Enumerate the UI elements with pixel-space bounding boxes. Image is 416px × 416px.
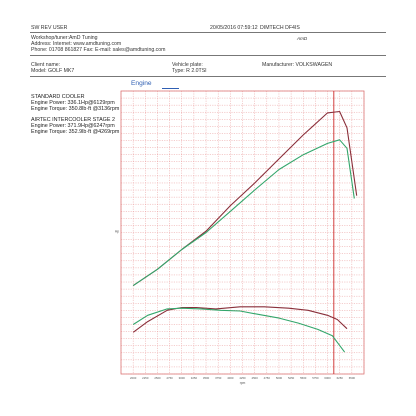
header-rule <box>30 32 386 33</box>
x-tick-label: 4750 <box>264 376 271 380</box>
run-standard-torque: Engine Torque: 350.8lb·ft @3136rpm <box>31 106 120 112</box>
type-label: Type: R 2.0TSI <box>172 68 207 74</box>
model-label: Model: GOLF MK7 <box>31 68 75 74</box>
vehicle-plate-label: Vehicle plate: <box>172 62 203 68</box>
run-standard-name: STANDARD COOLER <box>31 94 85 100</box>
x-tick-label: 5500 <box>300 376 307 380</box>
tab-engine[interactable]: Engine <box>131 80 152 87</box>
vehicle-rule <box>30 76 386 77</box>
x-tick-label: 3250 <box>191 376 198 380</box>
x-tick-label: 6000 <box>324 376 331 380</box>
phone-label: Phone: 01708 861827 Fax: E-mail: sales@a… <box>31 47 166 53</box>
x-tick-label: 2750 <box>166 376 173 380</box>
system-label: DIMTECH DF4IS <box>260 25 300 31</box>
address-label: Address: Internet: www.amdtuning.com <box>31 41 122 47</box>
x-tick-label: 3750 <box>215 376 222 380</box>
x-tick-label: 5000 <box>276 376 283 380</box>
x-axis-label: rpm <box>240 381 246 385</box>
software-label: SW REV USER <box>31 25 68 31</box>
x-tick-label: 3500 <box>203 376 210 380</box>
x-tick-label: 3000 <box>179 376 186 380</box>
run-standard-power: Engine Power: 336.1Hp@6129rpm <box>31 100 115 106</box>
x-tick-label: 4500 <box>252 376 259 380</box>
run-airtec-power: Engine Power: 371.9Hp@6247rpm <box>31 123 115 129</box>
manufacturer-label: Manufacturer: VOLKSWAGEN <box>262 62 333 68</box>
client-name-label: Client name: <box>31 62 61 68</box>
series-airtec-torque-line <box>132 307 346 353</box>
run-airtec-name: AIRTEC INTERCOOLER STAGE 2 <box>31 117 115 123</box>
series-standard-torque-line <box>132 306 348 333</box>
x-tick-label: 4000 <box>227 376 234 380</box>
x-tick-label: 2250 <box>142 376 149 380</box>
workshop-label: Workshop/tuner:AmD Tuning <box>31 35 98 41</box>
x-tick-label: 2000 <box>130 376 137 380</box>
datetime-label: 20/05/2016 07:59:12 <box>210 25 258 31</box>
contact-rule <box>30 55 386 56</box>
run-airtec-torque: Engine Torque: 352.9lb·ft @4269rpm <box>31 129 120 135</box>
x-tick-label: 5750 <box>312 376 319 380</box>
x-tick-label: 4250 <box>239 376 246 380</box>
x-tick-label: 6500 <box>349 376 356 380</box>
tab-engine-underline <box>162 88 179 90</box>
logo-text: AmD <box>297 36 308 41</box>
x-tick-label: 5250 <box>288 376 295 380</box>
plot-frame <box>120 90 365 375</box>
y-axis-label: Hp <box>115 230 119 234</box>
x-tick-label: 6250 <box>337 376 344 380</box>
x-tick-label: 2500 <box>154 376 161 380</box>
series-airtec-power-line <box>132 139 355 287</box>
